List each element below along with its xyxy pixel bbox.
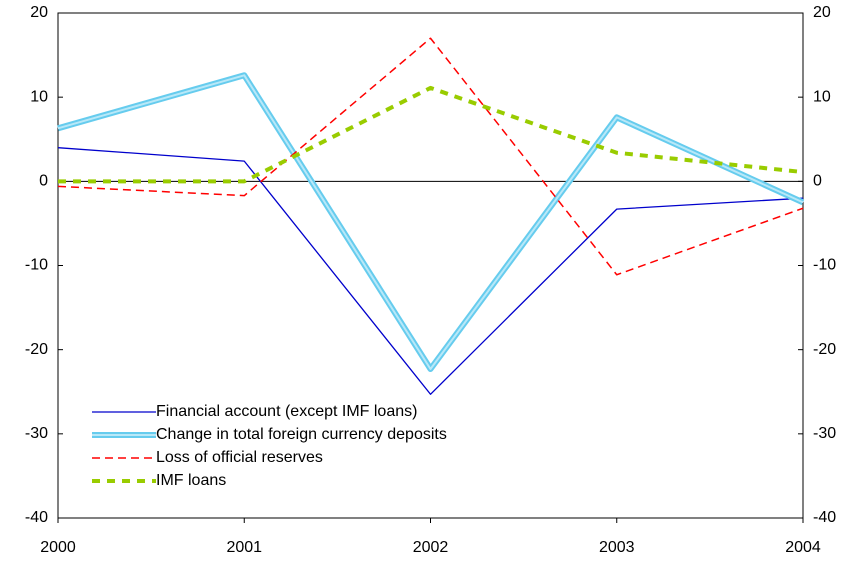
- series-line: [57, 37, 804, 276]
- x-tick-label: 2002: [413, 539, 449, 556]
- legend-label: Change in total foreign currency deposit…: [156, 426, 447, 443]
- y2-tick-label: -10: [813, 257, 836, 274]
- y2-tick-label: -40: [813, 509, 836, 526]
- y2-tick-label: -30: [813, 425, 836, 442]
- y-tick-label: -20: [25, 341, 48, 358]
- x-tick-label: 2004: [785, 539, 821, 556]
- x-tick-label: 2001: [226, 539, 262, 556]
- series-line: [57, 147, 804, 395]
- legend-label: IMF loans: [156, 472, 226, 489]
- y-tick-label: 0: [39, 173, 48, 190]
- y-tick-label: -10: [25, 257, 48, 274]
- legend-label: Loss of official reserves: [156, 449, 323, 466]
- series-line: [58, 85, 804, 184]
- x-tick-label: 2003: [599, 539, 635, 556]
- y-tick-label: -30: [25, 425, 48, 442]
- y2-tick-label: 20: [813, 4, 831, 21]
- legend-label: Financial account (except IMF loans): [156, 403, 417, 420]
- x-tick-label: 2000: [40, 539, 76, 556]
- y2-tick-label: -20: [813, 341, 836, 358]
- y-tick-label: 20: [30, 4, 48, 21]
- y2-tick-label: 0: [813, 173, 822, 190]
- y2-tick-label: 10: [813, 88, 831, 105]
- series-line-core: [57, 74, 804, 371]
- series-line: [57, 72, 805, 373]
- y-tick-label: 10: [30, 88, 48, 105]
- y-tick-label: -40: [25, 509, 48, 526]
